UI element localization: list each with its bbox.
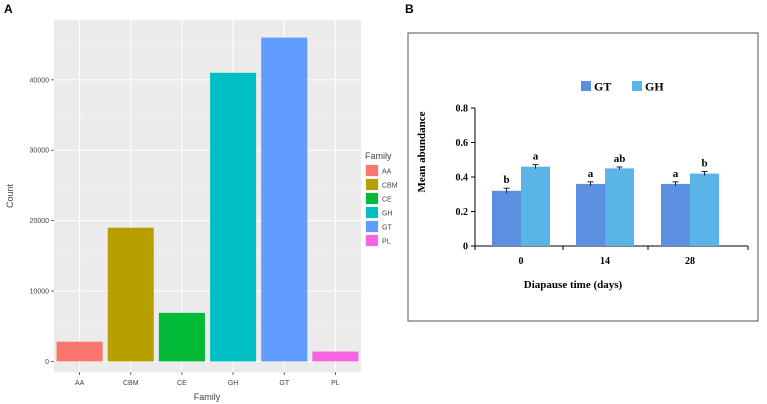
panel-b-label: B (405, 2, 414, 16)
panel-b-xlabel: Diapause time (days) (524, 279, 623, 291)
panel-a-legend-swatch-ce (366, 193, 378, 204)
panel-a-ylabel: Count (5, 184, 15, 209)
panel-a-bar-gh (210, 72, 257, 362)
panel-b-significance-letter: a (533, 151, 539, 163)
panel-a-legend-label: CBM (382, 183, 398, 190)
panel-b-significance-letter: b (503, 174, 509, 186)
panel-a-xtick-label: PL (331, 380, 340, 387)
panel-a-ytick-label: 20000 (30, 218, 50, 225)
panel-b-legend: GT GH (581, 80, 664, 94)
panel-b-bar-gh-14 (605, 168, 634, 246)
panel-b-bar-gh-0 (521, 166, 550, 246)
panel-b-xtick-label: 14 (600, 256, 610, 267)
panel-b-significance-letter: a (588, 168, 594, 180)
panel-a-xtick-label: GH (228, 380, 239, 387)
panel-b-significance-letter: b (701, 157, 707, 169)
panel-a-xtick-label: CE (177, 380, 187, 387)
panel-a-legend: Family AA CBM CE GH GT PL (365, 151, 398, 247)
panel-a-bar-cbm (107, 227, 154, 362)
panel-b-ylabel: Mean abundance (416, 111, 428, 192)
panel-a-bar-pl (312, 351, 359, 362)
panel-a-xtick-label: CBM (123, 380, 139, 387)
panel-b-chart: GT GH b a a a ab b 0 0.2 0.4 0.6 0.8 0 14 28 Mean ab… (407, 32, 759, 322)
panel-a-ytick-label: 30000 (30, 148, 50, 155)
panel-a-legend-swatch-pl (366, 235, 378, 246)
panel-a-plot-background (54, 20, 361, 372)
panel-b-legend-swatch-gh (632, 81, 642, 91)
panel-b-bar-gt-28 (661, 183, 690, 246)
panel-a-ytick-label: 10000 (30, 289, 50, 296)
panel-a-xlabel: Family (194, 392, 221, 402)
panel-a-bar-aa (56, 341, 103, 362)
panel-a-legend-label: PL (382, 239, 391, 246)
panel-b-significance-letter: ab (614, 153, 626, 165)
panel-b-ytick-label: 0.8 (456, 104, 469, 115)
panel-b-ytick-label: 0.4 (456, 173, 469, 184)
panel-a-legend-swatch-cbm (366, 179, 378, 190)
panel-a-bar-ce (158, 312, 205, 362)
panel-a-legend-label: GT (382, 225, 392, 232)
panel-a-ytick-label: 40000 (30, 77, 50, 84)
panel-b-xtick-label: 28 (685, 256, 695, 267)
panel-b-xtick-label: 0 (519, 256, 524, 267)
panel-b-ytick-label: 0.2 (456, 207, 469, 218)
panel-a-label: A (4, 2, 13, 16)
panel-b-legend-label: GH (645, 80, 664, 94)
panel-a-ytick-label: 0 (45, 359, 49, 366)
panel-b-significance-letter: a (673, 168, 679, 180)
panel-a-bar-gt (261, 37, 308, 362)
panel-a-legend-label: CE (382, 197, 392, 204)
panel-a-legend-label: AA (382, 169, 392, 176)
panel-a-legend-swatch-aa (366, 165, 378, 176)
panel-a-legend-swatch-gt (366, 221, 378, 232)
panel-a-legend-swatch-gh (366, 207, 378, 218)
panel-a-xtick-label: AA (75, 380, 85, 387)
panel-b-legend-swatch-gt (581, 81, 591, 91)
panel-b-ytick-label: 0 (463, 242, 468, 253)
panel-a-legend-title: Family (365, 151, 392, 161)
panel-b-ytick-label: 0.6 (456, 138, 469, 149)
panel-b-bar-gt-14 (576, 183, 605, 246)
panel-a-chart: 0 10000 20000 30000 40000 AA CBM CE GH GT PL Fami… (5, 20, 398, 402)
panel-a-legend-label: GH (382, 211, 393, 218)
panel-b-legend-label: GT (594, 80, 611, 94)
panel-b-frame (407, 32, 759, 322)
panel-b-bar-gh-28 (690, 173, 719, 246)
panel-b-bar-gt-0 (492, 190, 521, 246)
panel-a-xtick-label: GT (279, 380, 289, 387)
